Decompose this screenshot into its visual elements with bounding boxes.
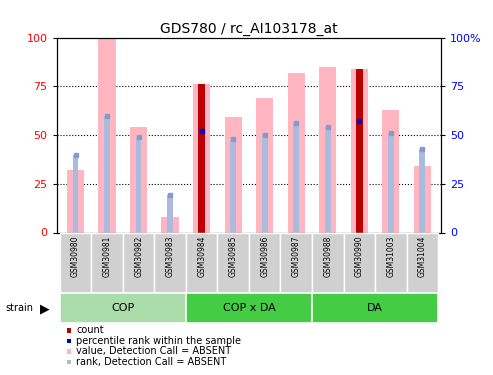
Bar bbox=[382, 110, 399, 232]
Bar bbox=[186, 294, 312, 323]
Bar bbox=[230, 139, 236, 232]
Bar bbox=[130, 127, 147, 232]
Bar bbox=[123, 232, 154, 292]
Bar bbox=[312, 294, 438, 323]
Text: percentile rank within the sample: percentile rank within the sample bbox=[76, 336, 241, 346]
Bar bbox=[60, 232, 91, 292]
Text: GSM30981: GSM30981 bbox=[103, 236, 111, 277]
Text: count: count bbox=[76, 326, 104, 335]
Bar bbox=[287, 73, 305, 232]
Bar bbox=[356, 122, 362, 232]
Text: strain: strain bbox=[5, 303, 33, 313]
Text: GSM30980: GSM30980 bbox=[71, 236, 80, 277]
Bar bbox=[105, 116, 110, 232]
Bar bbox=[375, 232, 407, 292]
Text: GSM30984: GSM30984 bbox=[197, 236, 206, 277]
Text: GSM31003: GSM31003 bbox=[387, 236, 395, 277]
Bar bbox=[262, 135, 268, 232]
Bar bbox=[198, 84, 205, 232]
Bar bbox=[99, 39, 116, 232]
Bar bbox=[351, 69, 368, 232]
Bar bbox=[73, 154, 78, 232]
Bar bbox=[154, 232, 186, 292]
Bar bbox=[60, 294, 186, 323]
Text: GSM30988: GSM30988 bbox=[323, 236, 332, 277]
Bar bbox=[193, 84, 211, 232]
Bar bbox=[224, 117, 242, 232]
Bar bbox=[319, 67, 336, 232]
Bar bbox=[167, 195, 173, 232]
Bar bbox=[281, 232, 312, 292]
Text: GSM30985: GSM30985 bbox=[229, 236, 238, 277]
Text: GSM30982: GSM30982 bbox=[134, 236, 143, 277]
Bar bbox=[249, 232, 281, 292]
Text: GSM30986: GSM30986 bbox=[260, 236, 269, 277]
Text: value, Detection Call = ABSENT: value, Detection Call = ABSENT bbox=[76, 346, 231, 356]
Bar bbox=[420, 148, 425, 232]
Bar bbox=[325, 127, 331, 232]
Text: COP: COP bbox=[111, 303, 135, 313]
Bar bbox=[312, 232, 344, 292]
Text: GSM30990: GSM30990 bbox=[355, 236, 364, 277]
Bar bbox=[91, 232, 123, 292]
Text: GSM31004: GSM31004 bbox=[418, 236, 427, 277]
Bar bbox=[356, 69, 363, 232]
Bar bbox=[407, 232, 438, 292]
Title: GDS780 / rc_AI103178_at: GDS780 / rc_AI103178_at bbox=[160, 22, 338, 36]
Bar bbox=[256, 98, 274, 232]
Bar bbox=[162, 217, 179, 232]
Bar bbox=[293, 123, 299, 232]
Bar bbox=[414, 166, 431, 232]
Bar bbox=[199, 131, 205, 232]
Text: rank, Detection Call = ABSENT: rank, Detection Call = ABSENT bbox=[76, 357, 226, 367]
Text: DA: DA bbox=[367, 303, 383, 313]
Bar bbox=[186, 232, 217, 292]
Bar bbox=[388, 133, 393, 232]
Bar bbox=[217, 232, 249, 292]
Text: GSM30987: GSM30987 bbox=[292, 236, 301, 277]
Text: ▶: ▶ bbox=[40, 302, 50, 315]
Bar bbox=[344, 232, 375, 292]
Bar bbox=[67, 170, 84, 232]
Bar bbox=[136, 137, 141, 232]
Text: GSM30983: GSM30983 bbox=[166, 236, 175, 277]
Text: COP x DA: COP x DA bbox=[223, 303, 275, 313]
